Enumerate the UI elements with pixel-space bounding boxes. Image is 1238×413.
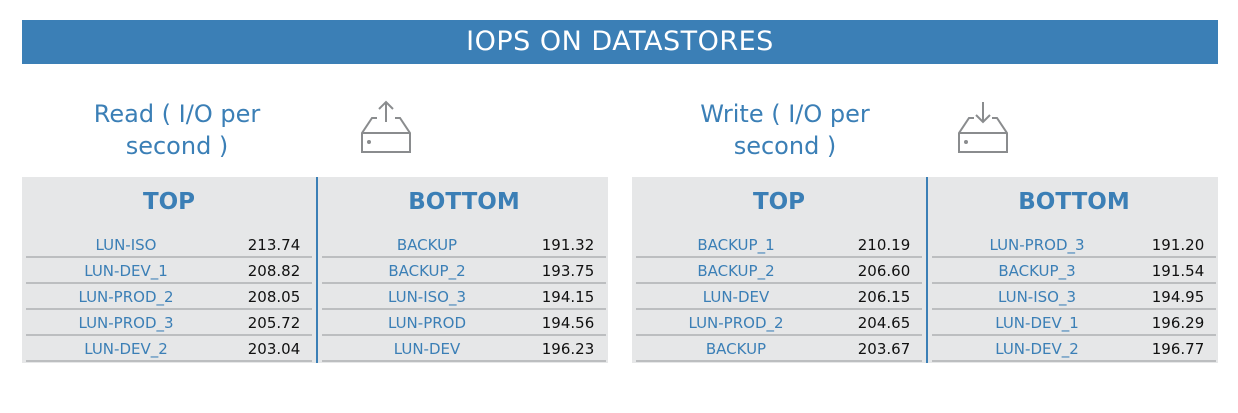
iops-value: 204.65 (857, 314, 911, 332)
table-row: LUN-PROD 194.56 (322, 310, 606, 336)
iops-value: 191.32 (541, 236, 595, 254)
iops-value: 196.29 (1151, 314, 1205, 332)
datastore-name: LUN-DEV (393, 340, 461, 358)
table-row: BACKUP 191.32 (322, 232, 606, 258)
page-title-banner: IOPS ON DATASTORES (22, 20, 1218, 64)
iops-value: 206.60 (857, 262, 911, 280)
table-row: LUN-PROD_3 205.72 (26, 310, 312, 336)
download-tray-icon (956, 98, 1010, 154)
table-row: LUN-ISO_3 194.95 (932, 284, 1216, 310)
upload-tray-icon (359, 98, 413, 154)
table-row: BACKUP_2 193.75 (322, 258, 606, 284)
datastore-name: LUN-DEV_1 (84, 262, 168, 280)
iops-value: 208.05 (247, 288, 301, 306)
datastore-name: LUN-PROD_3 (989, 236, 1085, 254)
iops-value: 210.19 (857, 236, 911, 254)
datastore-name: LUN-DEV_2 (995, 340, 1079, 358)
table-row: LUN-DEV_2 196.77 (932, 336, 1216, 362)
datastore-name: BACKUP_2 (697, 262, 775, 280)
iops-value: 203.04 (247, 340, 301, 358)
table-row: LUN-DEV_1 208.82 (26, 258, 312, 284)
table-row: LUN-ISO 213.74 (26, 232, 312, 258)
table-row: BACKUP_1 210.19 (636, 232, 922, 258)
top-list: TOP BACKUP_1 210.19 BACKUP_2 206.60 LUN-… (632, 177, 926, 363)
section-title-line1: Write ( I/O per (700, 100, 870, 128)
iops-value: 203.67 (857, 340, 911, 358)
iops-value: 193.75 (541, 262, 595, 280)
datastore-name: LUN-PROD_2 (78, 288, 174, 306)
datastore-name: BACKUP (396, 236, 458, 254)
top-heading: TOP (142, 189, 196, 215)
datastore-name: LUN-ISO_3 (387, 288, 467, 306)
bottom-list: BOTTOM LUN-PROD_3 191.20 BACKUP_3 191.54… (926, 177, 1220, 363)
iops-table: TOP BACKUP_1 210.19 BACKUP_2 206.60 LUN-… (632, 177, 1218, 363)
section-title-line2: second ) (125, 132, 229, 160)
iops-value: 208.82 (247, 262, 301, 280)
iops-value: 194.15 (541, 288, 595, 306)
bottom-heading: BOTTOM (408, 189, 520, 215)
iops-table: TOP LUN-ISO 213.74 LUN-DEV_1 208.82 LUN-… (22, 177, 608, 363)
top-heading: TOP (752, 189, 806, 215)
table-row: LUN-PROD_2 208.05 (26, 284, 312, 310)
datastore-name: LUN-DEV (702, 288, 770, 306)
table-row: LUN-DEV 206.15 (636, 284, 922, 310)
iops-value: 191.54 (1151, 262, 1205, 280)
datastore-name: BACKUP (705, 340, 767, 358)
datastore-name: LUN-DEV_2 (84, 340, 168, 358)
table-row: BACKUP 203.67 (636, 336, 922, 362)
section-title-line2: second ) (733, 132, 837, 160)
iops-value: 206.15 (857, 288, 911, 306)
iops-value: 196.77 (1151, 340, 1205, 358)
table-row: LUN-PROD_2 204.65 (636, 310, 922, 336)
iops-value: 194.95 (1151, 288, 1205, 306)
table-row: LUN-DEV 196.23 (322, 336, 606, 362)
datastore-name: BACKUP_1 (697, 236, 775, 254)
datastore-name: LUN-ISO (95, 236, 157, 254)
table-row: BACKUP_3 191.54 (932, 258, 1216, 284)
table-row: LUN-ISO_3 194.15 (322, 284, 606, 310)
datastore-name: LUN-ISO_3 (997, 288, 1077, 306)
table-row: LUN-DEV_2 203.04 (26, 336, 312, 362)
datastore-name: BACKUP_2 (388, 262, 466, 280)
bottom-list: BOTTOM BACKUP 191.32 BACKUP_2 193.75 LUN… (316, 177, 610, 363)
iops-value: 213.74 (247, 236, 301, 254)
datastore-name: LUN-PROD_3 (78, 314, 174, 332)
table-row: LUN-DEV_1 196.29 (932, 310, 1216, 336)
iops-value: 196.23 (541, 340, 595, 358)
iops-value: 191.20 (1151, 236, 1205, 254)
datastore-name: LUN-PROD_2 (688, 314, 784, 332)
table-row: LUN-PROD_3 191.20 (932, 232, 1216, 258)
section-title: Read ( I/O per second ) (22, 98, 332, 162)
datastore-name: LUN-DEV_1 (995, 314, 1079, 332)
top-list: TOP LUN-ISO 213.74 LUN-DEV_1 208.82 LUN-… (22, 177, 316, 363)
datastore-name: LUN-PROD (387, 314, 467, 332)
table-row: BACKUP_2 206.60 (636, 258, 922, 284)
datastore-name: BACKUP_3 (998, 262, 1076, 280)
section-title-line1: Read ( I/O per (93, 100, 261, 128)
iops-value: 205.72 (247, 314, 301, 332)
section-title: Write ( I/O per second ) (630, 98, 940, 162)
bottom-heading: BOTTOM (1018, 189, 1130, 215)
iops-value: 194.56 (541, 314, 595, 332)
